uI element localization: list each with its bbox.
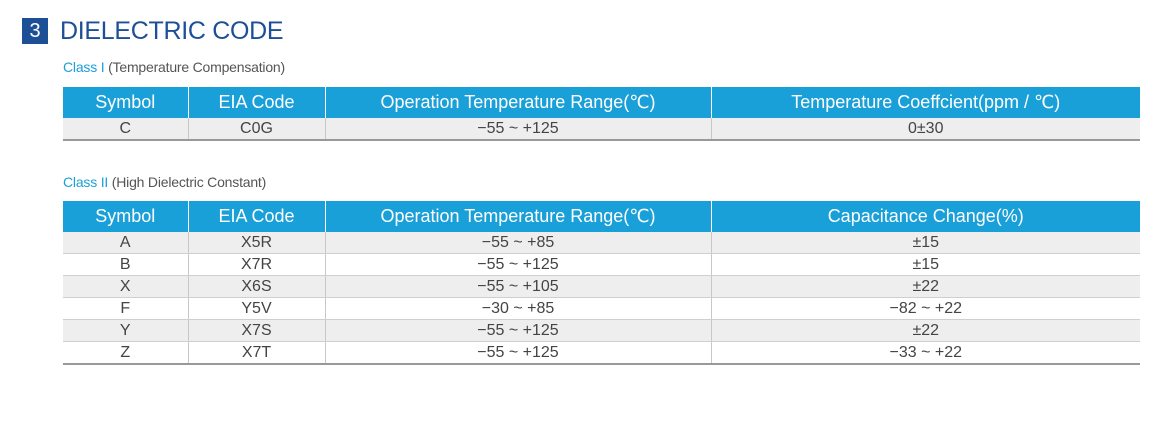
section-title: DIELECTRIC CODE xyxy=(60,16,284,45)
cell-temperature-range: −55 ~ +125 xyxy=(324,253,711,276)
cell-capacitance-change: ±15 xyxy=(710,253,1140,276)
cell-temperature-range: −30 ~ +85 xyxy=(324,297,711,320)
table-row: X X6S −55 ~ +105 ±22 xyxy=(63,275,1140,298)
class-2-description: (High Dielectric Constant) xyxy=(111,174,267,190)
table-row: C C0G −55 ~ +125 0±30 xyxy=(63,118,1140,141)
table-header-row: Symbol EIA Code Operation Temperature Ra… xyxy=(63,87,1140,118)
cell-capacitance-change: −82 ~ +22 xyxy=(710,297,1140,320)
class-1-name: Class I xyxy=(63,59,105,75)
cell-eia-code: Y5V xyxy=(187,297,325,320)
cell-capacitance-change: ±22 xyxy=(710,319,1140,342)
section-header: 3 DIELECTRIC CODE xyxy=(22,16,284,46)
class-2-label: Class II (High Dielectric Constant) xyxy=(63,174,266,190)
class-1-label: Class I (Temperature Compensation) xyxy=(63,59,285,75)
cell-capacitance-change: −33 ~ +22 xyxy=(710,341,1140,365)
cell-symbol: Z xyxy=(63,341,188,365)
cell-eia-code: X5R xyxy=(187,232,325,254)
cell-symbol: C xyxy=(63,118,188,141)
table-header-row: Symbol EIA Code Operation Temperature Ra… xyxy=(63,201,1140,232)
cell-eia-code: X7R xyxy=(187,253,325,276)
column-header-capacitance-change: Capacitance Change(%) xyxy=(710,201,1140,232)
column-header-temperature-range: Operation Temperature Range(℃) xyxy=(324,87,711,118)
cell-temperature-range: −55 ~ +105 xyxy=(324,275,711,298)
cell-temperature-range: −55 ~ +85 xyxy=(324,232,711,254)
table-row: B X7R −55 ~ +125 ±15 xyxy=(63,253,1140,276)
cell-symbol: B xyxy=(63,253,188,276)
cell-symbol: A xyxy=(63,232,188,254)
column-header-temperature-coefficient: Temperature Coeffcient(ppm / ℃) xyxy=(710,87,1140,118)
table-row: F Y5V −30 ~ +85 −82 ~ +22 xyxy=(63,297,1140,320)
cell-symbol: X xyxy=(63,275,188,298)
column-header-eia-code: EIA Code xyxy=(187,87,325,118)
column-header-temperature-range: Operation Temperature Range(℃) xyxy=(324,201,711,232)
column-header-symbol: Symbol xyxy=(63,201,188,232)
cell-temperature-coefficient: 0±30 xyxy=(710,118,1140,141)
cell-temperature-range: −55 ~ +125 xyxy=(324,341,711,365)
cell-symbol: Y xyxy=(63,319,188,342)
cell-capacitance-change: ±22 xyxy=(710,275,1140,298)
cell-symbol: F xyxy=(63,297,188,320)
cell-capacitance-change: ±15 xyxy=(710,232,1140,254)
class-1-table: Symbol EIA Code Operation Temperature Ra… xyxy=(63,87,1140,141)
table-row: A X5R −55 ~ +85 ±15 xyxy=(63,232,1140,254)
cell-eia-code: X7S xyxy=(187,319,325,342)
column-header-eia-code: EIA Code xyxy=(187,201,325,232)
class-2-table: Symbol EIA Code Operation Temperature Ra… xyxy=(63,201,1140,365)
cell-eia-code: C0G xyxy=(187,118,325,141)
cell-temperature-range: −55 ~ +125 xyxy=(324,118,711,141)
cell-temperature-range: −55 ~ +125 xyxy=(324,319,711,342)
class-2-name: Class II xyxy=(63,174,109,190)
section-number-badge: 3 xyxy=(22,18,48,44)
table-row: Z X7T −55 ~ +125 −33 ~ +22 xyxy=(63,341,1140,365)
class-1-description: (Temperature Compensation) xyxy=(108,59,285,75)
cell-eia-code: X7T xyxy=(187,341,325,365)
table-row: Y X7S −55 ~ +125 ±22 xyxy=(63,319,1140,342)
cell-eia-code: X6S xyxy=(187,275,325,298)
column-header-symbol: Symbol xyxy=(63,87,188,118)
